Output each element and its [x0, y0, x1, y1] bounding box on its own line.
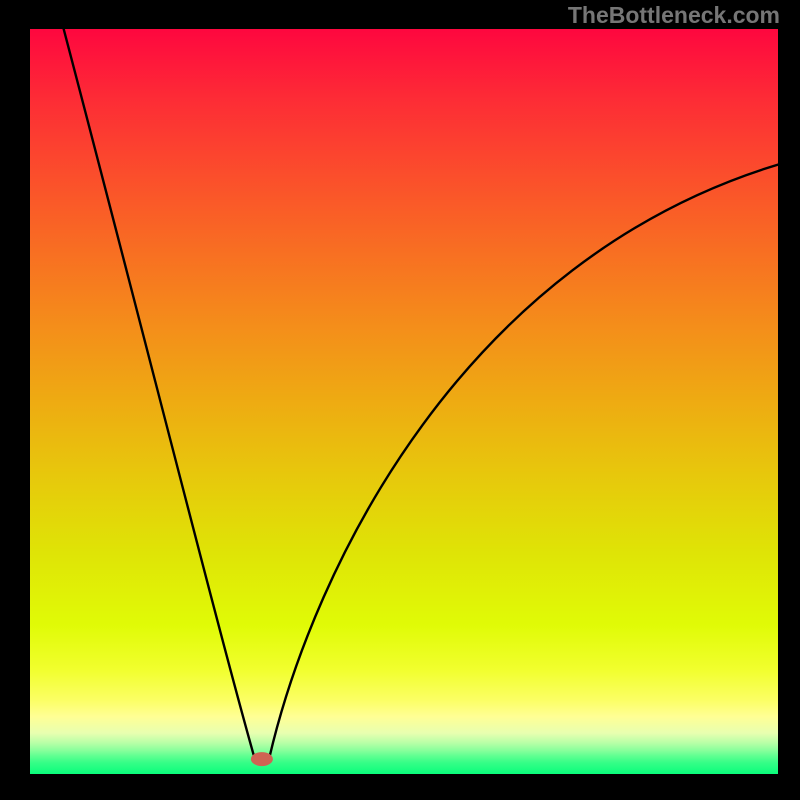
- watermark-text: TheBottleneck.com: [568, 2, 780, 29]
- bottleneck-curve: [64, 29, 778, 758]
- chart-container: TheBottleneck.com: [0, 0, 800, 800]
- dip-marker: [251, 752, 273, 766]
- plot-area: [30, 29, 778, 774]
- curve-overlay: [30, 29, 778, 774]
